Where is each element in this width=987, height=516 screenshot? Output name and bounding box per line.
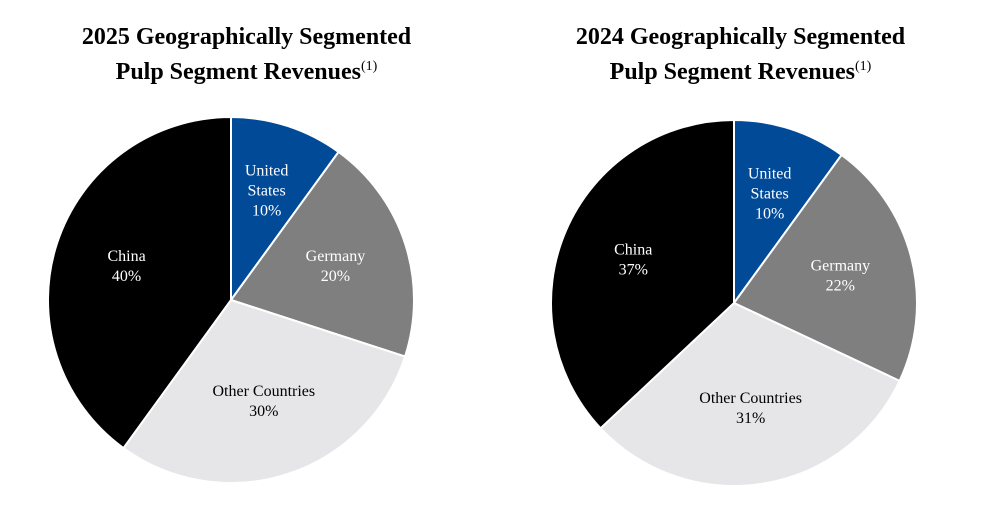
slice-category-label: States	[751, 185, 789, 202]
pie-slice-other-countries	[599, 301, 901, 487]
slice-category-label: Other Countries	[212, 383, 315, 400]
chart-title-line2: Pulp Segment Revenues	[609, 59, 855, 85]
pie-slice-united-states	[733, 118, 843, 307]
pie-slice-china	[47, 115, 232, 450]
pie-slice-united-states	[230, 115, 340, 304]
chart-title-footnote: (1)	[855, 59, 872, 74]
pie-svg-2024: United States 10% Germany 22% Other Countries…	[550, 118, 918, 487]
slice-category-label: China	[614, 241, 652, 258]
slice-value-label: 31%	[736, 410, 765, 427]
slice-value-label: 10%	[252, 202, 281, 219]
pie-chart-2024: 2024 Geographically Segmented Pulp Segme…	[494, 0, 987, 516]
slice-category-label: Other Countries	[699, 390, 802, 407]
slice-category-label: United	[748, 165, 792, 182]
pie-slice-china	[550, 118, 735, 430]
chart-title-line2: Pulp Segment Revenues	[115, 59, 361, 85]
pie-chart-2025: 2025 Geographically Segmented Pulp Segme…	[0, 0, 493, 516]
pie-svg-2025: United States 10% Germany 20% Other Countries…	[47, 115, 415, 484]
slice-value-label: 37%	[619, 261, 648, 278]
slice-value-label: 22%	[826, 278, 855, 295]
slice-value-label: 30%	[249, 403, 278, 420]
slice-category-label: States	[248, 182, 286, 199]
pie-slice-germany	[229, 150, 415, 358]
chart-title-line1: 2024 Geographically Segmented	[575, 24, 906, 50]
slice-value-label: 40%	[112, 268, 141, 285]
slice-value-label: 20%	[321, 268, 350, 285]
slice-category-label: China	[107, 248, 145, 265]
slice-category-label: Germany	[811, 258, 871, 275]
chart-title-footnote: (1)	[361, 59, 378, 74]
pie-slice-other-countries	[122, 298, 407, 484]
slice-value-label: 10%	[755, 205, 784, 222]
slice-category-label: Germany	[306, 248, 366, 265]
slice-category-label: United	[245, 162, 289, 179]
chart-title-line1: 2025 Geographically Segmented	[81, 24, 412, 50]
chart-title-2024: 2024 Geographically Segmented Pulp Segme…	[494, 22, 987, 87]
chart-title-2025: 2025 Geographically Segmented Pulp Segme…	[0, 22, 493, 87]
